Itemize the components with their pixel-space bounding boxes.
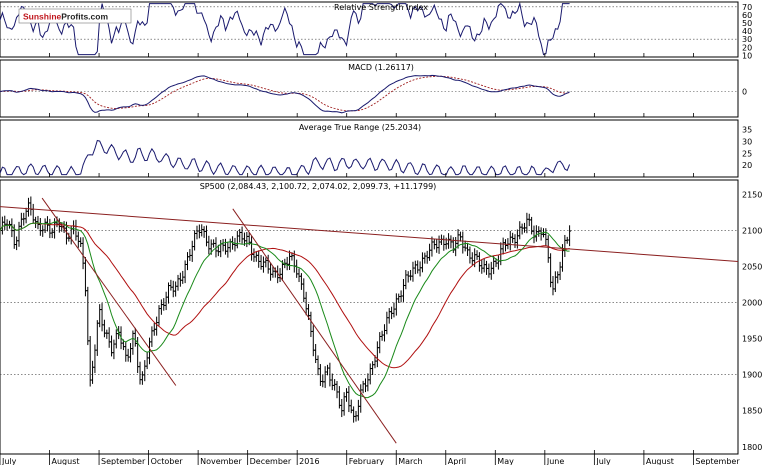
macd-title: MACD (1.26117) [348, 63, 414, 72]
moving-average-long [0, 222, 570, 369]
x-label-april: April [448, 457, 466, 465]
x-label-february: February [349, 457, 385, 465]
logo-text: SunshineProfits.com [23, 12, 108, 22]
x-label-september: September [695, 457, 740, 465]
x-label-march: March [398, 457, 422, 465]
rsi-grid [0, 6, 738, 40]
logo-part1: Sunshine [23, 12, 62, 22]
moving-average-short [0, 221, 570, 399]
x-label-august: August [646, 457, 674, 465]
price-tick-2150: 2150 [742, 190, 762, 199]
x-label-july: July [595, 457, 611, 465]
rsi-tick-70: 70 [742, 3, 752, 12]
atr-tick-35: 35 [742, 126, 752, 135]
macd-tick-labels: 0 [742, 88, 747, 97]
price-tick-2100: 2100 [742, 226, 762, 235]
rsi-tick-20: 20 [742, 43, 752, 52]
x-axis: July August September October November Decemb… [0, 53, 740, 465]
price-panel: SP500 (2,084.43, 2,100.72, 2,074.02, 2,0… [0, 179, 762, 455]
price-tick-1800: 1800 [742, 443, 762, 452]
x-label-september: September [101, 457, 146, 465]
x-label-november: November [200, 457, 242, 465]
macd-frame [0, 59, 739, 118]
price-tick-1850: 1850 [742, 407, 762, 416]
macd-line [0, 74, 570, 114]
atr-tick-labels: 35 30 25 20 [742, 126, 752, 171]
x-label-june: June [546, 457, 565, 465]
trendlines [0, 197, 739, 444]
price-grid [0, 230, 738, 375]
trendline-2 [41, 197, 177, 386]
x-label-may: May [497, 457, 514, 465]
trendline-1 [0, 206, 739, 262]
logo-box [18, 8, 132, 24]
rsi-tick-30: 30 [742, 35, 752, 44]
rsi-title: Relative Strength Index [334, 3, 428, 12]
rsi-tick-40: 40 [742, 27, 752, 36]
macd-tick-0: 0 [742, 88, 747, 97]
atr-title: Average True Range (25.2034) [299, 123, 421, 132]
price-title: SP500 (2,084.43, 2,100.72, 2,074.02, 2,0… [200, 182, 437, 191]
x-label-august: August [52, 457, 80, 465]
logo-part2: Profits.com [61, 12, 108, 22]
atr-tick-25: 25 [742, 149, 752, 158]
macd-panel: MACD (1.26117) 0 [0, 59, 747, 118]
price-tick-2050: 2050 [742, 263, 762, 272]
atr-panel: Average True Range (25.2034) 35 30 25 20 [0, 119, 752, 178]
price-bars [0, 196, 572, 423]
atr-frame [0, 119, 739, 178]
atr-line [0, 139, 571, 176]
price-tick-1900: 1900 [742, 371, 762, 380]
rsi-line [0, 1, 570, 56]
atr-tick-30: 30 [742, 137, 752, 146]
trendline-3 [232, 208, 397, 444]
x-label-december: December [250, 457, 292, 465]
price-frame [0, 179, 739, 455]
logo: SunshineProfits.com [18, 8, 132, 24]
price-tick-1950: 1950 [742, 335, 762, 344]
x-label-july: July [1, 457, 17, 465]
atr-tick-20: 20 [742, 161, 752, 170]
rsi-tick-50: 50 [742, 19, 752, 28]
macd-signal-line [0, 75, 570, 112]
price-tick-labels: 2150 2100 2050 2000 1950 1900 1850 1800 [742, 190, 762, 451]
x-label-october: October [151, 457, 184, 465]
rsi-tick-10: 10 [742, 51, 752, 60]
price-tick-2000: 2000 [742, 299, 762, 308]
rsi-tick-60: 60 [742, 11, 752, 20]
x-label-2016: 2016 [299, 457, 319, 465]
